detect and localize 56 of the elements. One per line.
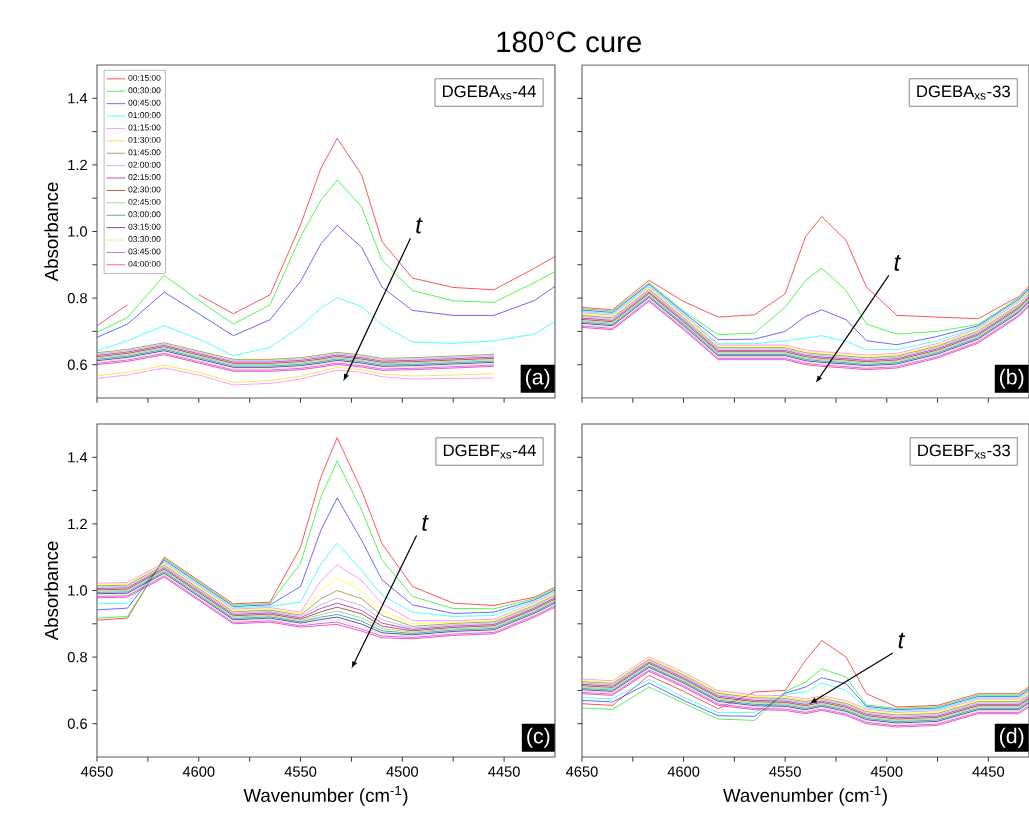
legend-label: 00:15:00 [128,74,161,81]
y-tick-label: 1.0 [68,226,88,237]
y-tick-label: 0.8 [67,651,87,663]
legend-label: 01:00:00 [128,112,161,119]
legend-label: 02:45:00 [128,198,161,205]
annotation: (d) [999,727,1024,748]
x-tick-label: 4450 [972,766,1005,777]
x-tick-label: 4500 [870,766,903,777]
line-series [96,297,556,357]
legend-label: 03:00:00 [128,211,161,218]
y-tick-label: 0.6 [67,718,87,729]
annotation: t [422,515,429,531]
x-tick-label: 4650 [566,766,598,777]
x-tick-label: 4550 [769,766,801,777]
legend-label: 01:15:00 [128,124,161,131]
annotation: (c) [527,727,550,748]
y-tick-label: 1.4 [68,452,88,463]
x-axis-title: Wavenumber (cm$^{-1}$) [723,785,887,806]
annotation: (b) [999,368,1024,389]
legend-label: 04:00:00 [128,260,161,267]
x-tick-label: 4600 [182,766,215,777]
legend-label: 02:00:00 [128,161,161,168]
legend-label: 01:30:00 [128,136,161,143]
x-tick-label: 4600 [667,766,700,777]
x-tick-label: 4650 [81,766,113,777]
line-series [96,179,556,333]
legend-label: 00:30:00 [128,87,161,94]
y-axis-title: Absorbance [44,541,59,641]
x-tick-label: 4450 [488,766,520,777]
legend-label: 03:30:00 [128,236,161,243]
annotation: t [898,632,906,649]
legend-label: 02:15:00 [128,174,161,181]
annotation: DGEBA$_{xs}$-33 [917,85,1010,100]
annotation: t [894,254,902,271]
legend-label: 00:45:00 [128,99,161,106]
annotation: DGEBA$_{xs}$-44 [443,85,536,100]
line-series [96,542,556,617]
y-tick-label: 1.0 [68,585,88,596]
y-axis-title: Absorbance [44,182,59,282]
x-axis-title: Wavenumber (cm$^{-1}$) [243,785,408,806]
annotation: t [416,217,423,234]
legend-label: 01:45:00 [128,149,161,156]
chart-title: 180°C cure [497,31,641,53]
y-tick-label: 1.2 [68,159,87,171]
legend-label: 03:45:00 [128,248,161,255]
x-tick-label: 4500 [386,766,419,777]
x-tick-label: 4550 [284,766,317,777]
legend-label: 03:15:00 [128,223,161,230]
legend-label: 02:30:00 [128,186,161,193]
y-tick-label: 0.6 [67,359,87,370]
annotation: DGEBF$_{xs}$-33 [918,444,1010,459]
y-tick-label: 0.8 [67,292,87,304]
y-tick-label: 1.4 [68,93,88,104]
y-tick-label: 1.2 [68,518,87,530]
annotation: DGEBF$_{xs}$-44 [443,444,536,459]
annotation: (a) [525,368,550,389]
